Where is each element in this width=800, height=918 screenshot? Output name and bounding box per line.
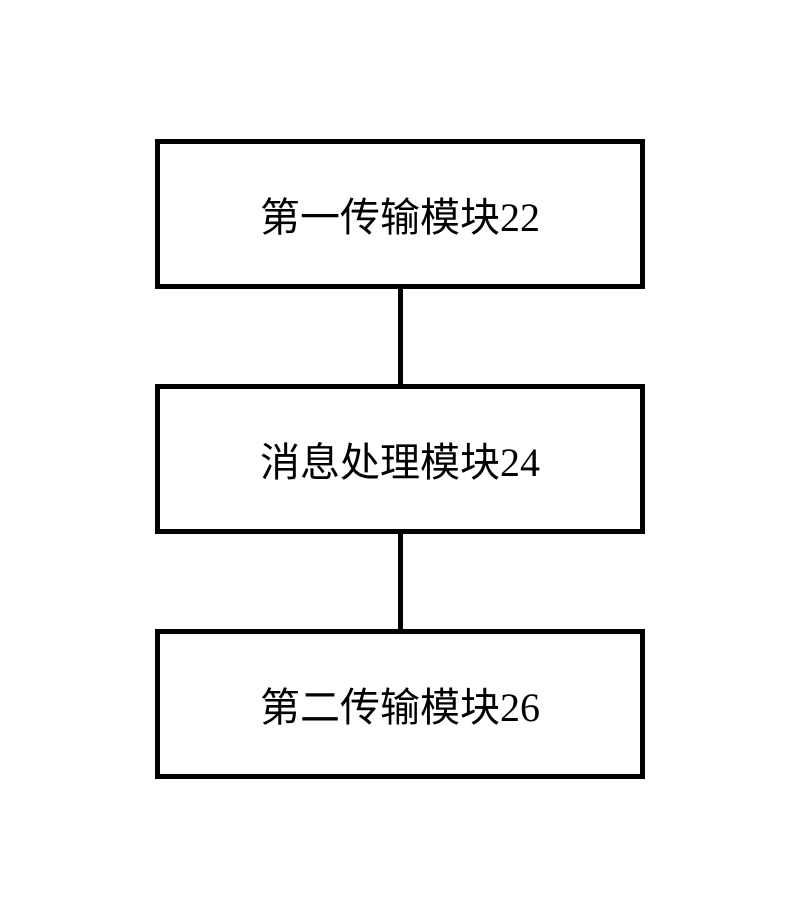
edge-24-to-26 bbox=[398, 534, 403, 629]
node-label: 消息处理模块24 bbox=[260, 430, 540, 488]
node-first-transmission-module: 第一传输模块22 bbox=[155, 139, 645, 289]
node-message-processing-module: 消息处理模块24 bbox=[155, 384, 645, 534]
edge-22-to-24 bbox=[398, 289, 403, 384]
node-second-transmission-module: 第二传输模块26 bbox=[155, 629, 645, 779]
node-label: 第二传输模块26 bbox=[260, 675, 540, 733]
flowchart-diagram: 第一传输模块22 消息处理模块24 第二传输模块26 bbox=[155, 139, 645, 779]
node-label: 第一传输模块22 bbox=[260, 185, 540, 243]
